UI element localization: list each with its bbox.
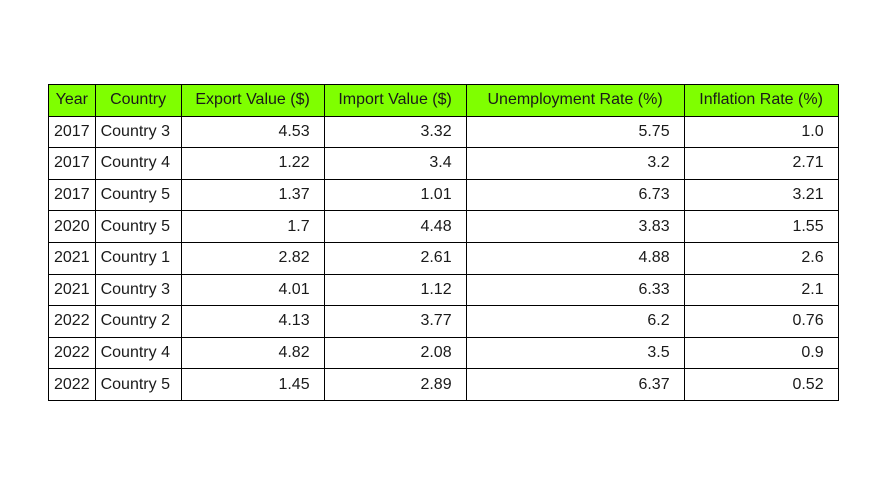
table-cell: 4.48 [323, 210, 467, 243]
table-cell: Country 5 [94, 368, 182, 401]
table-cell: 1.0 [683, 115, 839, 149]
table-cell: 2.61 [323, 241, 467, 275]
table-row: 2021 Country 1 2.82 2.61 4.88 2.6 [48, 241, 839, 275]
table-cell: Country 1 [94, 241, 182, 275]
table-cell: 1.01 [323, 178, 467, 212]
table-cell: 4.01 [180, 273, 325, 307]
table-cell: 4.82 [180, 336, 325, 370]
table-cell: 5.75 [465, 115, 685, 149]
table-cell: 1.37 [180, 178, 325, 212]
table-cell: 2021 [48, 273, 96, 307]
table-cell: 0.76 [683, 305, 839, 338]
table-cell: 2017 [48, 178, 96, 212]
table-cell: 3.77 [323, 305, 467, 338]
table-row: 2017 Country 3 4.53 3.32 5.75 1.0 [48, 115, 839, 149]
table-cell: 1.45 [180, 368, 325, 401]
table-row: 2022 Country 5 1.45 2.89 6.37 0.52 [48, 368, 839, 401]
table-cell: 2022 [48, 305, 96, 338]
table-cell: 6.2 [465, 305, 685, 338]
table-cell: Country 3 [94, 273, 182, 307]
table-cell: 3.5 [465, 336, 685, 370]
table-cell: 3.2 [465, 147, 685, 180]
table-cell: Country 3 [94, 115, 182, 149]
table-cell: 1.12 [323, 273, 467, 307]
table-cell: 2.89 [323, 368, 467, 401]
table-cell: Country 4 [94, 147, 182, 180]
table-header-row: Year Country Export Value ($) Import Value … [48, 84, 839, 117]
table-cell: 2.1 [683, 273, 839, 307]
table-cell: 4.88 [465, 241, 685, 275]
table-cell: 3.32 [323, 115, 467, 149]
column-header: Unemployment Rate (%) [465, 84, 685, 117]
table-row: 2017 Country 4 1.22 3.4 3.2 2.71 [48, 147, 839, 180]
table-cell: 1.55 [683, 210, 839, 243]
column-header: Year [48, 84, 96, 117]
table-cell: Country 4 [94, 336, 182, 370]
data-table-container: Year Country Export Value ($) Import Value … [48, 84, 839, 401]
table-cell: 6.73 [465, 178, 685, 212]
table-cell: 6.33 [465, 273, 685, 307]
column-header: Export Value ($) [180, 84, 325, 117]
table-cell: 2021 [48, 241, 96, 275]
table-cell: Country 2 [94, 305, 182, 338]
table-cell: 4.13 [180, 305, 325, 338]
table-cell: 4.53 [180, 115, 325, 149]
table-cell: 3.21 [683, 178, 839, 212]
table-row: 2022 Country 4 4.82 2.08 3.5 0.9 [48, 336, 839, 370]
table-cell: 0.9 [683, 336, 839, 370]
table-cell: 2017 [48, 147, 96, 180]
table-row: 2017 Country 5 1.37 1.01 6.73 3.21 [48, 178, 839, 212]
table-cell: 1.7 [180, 210, 325, 243]
table-row: 2022 Country 2 4.13 3.77 6.2 0.76 [48, 305, 839, 338]
table-body: 2017 Country 3 4.53 3.32 5.75 1.0 2017 Country … [48, 115, 839, 401]
table-cell: 6.37 [465, 368, 685, 401]
table-cell: 3.4 [323, 147, 467, 180]
table-cell: Country 5 [94, 210, 182, 243]
table-cell: 2022 [48, 336, 96, 370]
table-cell: 0.52 [683, 368, 839, 401]
table-cell: 2.08 [323, 336, 467, 370]
table-cell: 2017 [48, 115, 96, 149]
table-cell: 2.71 [683, 147, 839, 180]
table-cell: 2.6 [683, 241, 839, 275]
table-row: 2020 Country 5 1.7 4.48 3.83 1.55 [48, 210, 839, 243]
table-cell: 2.82 [180, 241, 325, 275]
table-row: 2021 Country 3 4.01 1.12 6.33 2.1 [48, 273, 839, 307]
column-header: Import Value ($) [323, 84, 467, 117]
column-header: Inflation Rate (%) [683, 84, 839, 117]
column-header: Country [94, 84, 182, 117]
table-cell: 2022 [48, 368, 96, 401]
table-cell: 1.22 [180, 147, 325, 180]
table-cell: 2020 [48, 210, 96, 243]
table-cell: 3.83 [465, 210, 685, 243]
table-cell: Country 5 [94, 178, 182, 212]
data-table: Year Country Export Value ($) Import Value … [48, 84, 839, 401]
